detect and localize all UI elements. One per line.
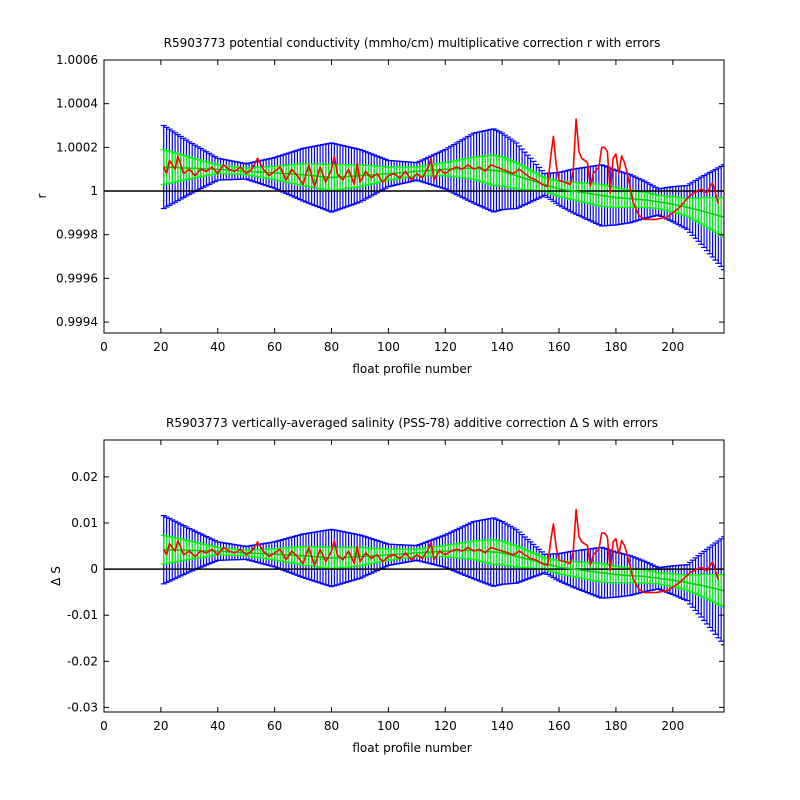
x-axis-label: float profile number <box>352 741 471 755</box>
y-tick-label: 0.01 <box>71 516 98 530</box>
axes-box <box>103 439 725 713</box>
x-tick-label: 40 <box>210 340 225 354</box>
x-tick-label: 100 <box>377 340 400 354</box>
fit-line <box>163 548 724 592</box>
x-tick-label: 60 <box>267 719 282 733</box>
chart-title: R5903773 potential conductivity (mmho/cm… <box>164 36 661 50</box>
y-tick-label: -0.02 <box>67 654 98 668</box>
data-layer <box>104 508 724 646</box>
x-tick-label: 180 <box>604 340 627 354</box>
x-tick-label: 120 <box>434 340 457 354</box>
y-tick-label: 1.0002 <box>56 140 98 154</box>
y-tick-label: 0.9994 <box>56 315 98 329</box>
x-axis-label: float profile number <box>352 362 471 376</box>
y-tick-label: 1.0006 <box>56 53 98 67</box>
plot-area: 0 20 40 60 80 100 120 140 160 180 200 0.9994 0.9996 0… <box>56 53 725 354</box>
x-tick-label: 120 <box>434 719 457 733</box>
y-tick-label: -0.03 <box>67 700 98 714</box>
plot-area: 0 20 40 60 80 100 120 140 160 180 200 -0.03 -0.02 -0.… <box>67 439 725 733</box>
x-tick-label: 140 <box>491 719 514 733</box>
x-tick-label: 20 <box>153 340 168 354</box>
x-tick-label: 0 <box>100 340 108 354</box>
x-tick-label: 200 <box>661 719 684 733</box>
x-tick-label: 100 <box>377 719 400 733</box>
estimate-line <box>162 118 720 221</box>
axes-box <box>103 59 725 334</box>
x-tick-label: 200 <box>661 340 684 354</box>
fit-line <box>163 166 724 218</box>
y-axis-label: r <box>35 193 49 198</box>
x-tick-label: 160 <box>548 340 571 354</box>
x-tick-label: 80 <box>324 719 339 733</box>
y-tick-label: 0.9996 <box>56 271 98 285</box>
x-tick-label: 160 <box>548 719 571 733</box>
estimate-line <box>162 508 720 594</box>
x-tick-label: 20 <box>153 719 168 733</box>
y-tick-label: 1 <box>90 184 98 198</box>
data-layer <box>104 118 724 271</box>
y-tick-label: 1.0004 <box>56 97 98 111</box>
x-tick-label: 180 <box>604 719 627 733</box>
y-tick-label: 0.02 <box>71 470 98 484</box>
y-tick-label: 0 <box>90 562 98 576</box>
x-tick-label: 0 <box>100 719 108 733</box>
x-tick-label: 60 <box>267 340 282 354</box>
x-tick-label: 80 <box>324 340 339 354</box>
r-correction-chart: R5903773 potential conductivity (mmho/cm… <box>35 36 725 376</box>
y-tick-label: -0.01 <box>67 608 98 622</box>
y-tick-label: 0.9998 <box>56 228 98 242</box>
chart-title: R5903773 vertically-averaged salinity (P… <box>166 416 658 430</box>
x-tick-label: 40 <box>210 719 225 733</box>
salinity-correction-chart: R5903773 vertically-averaged salinity (P… <box>49 416 725 755</box>
x-tick-label: 140 <box>491 340 514 354</box>
y-axis-label: Δ S <box>49 566 63 586</box>
